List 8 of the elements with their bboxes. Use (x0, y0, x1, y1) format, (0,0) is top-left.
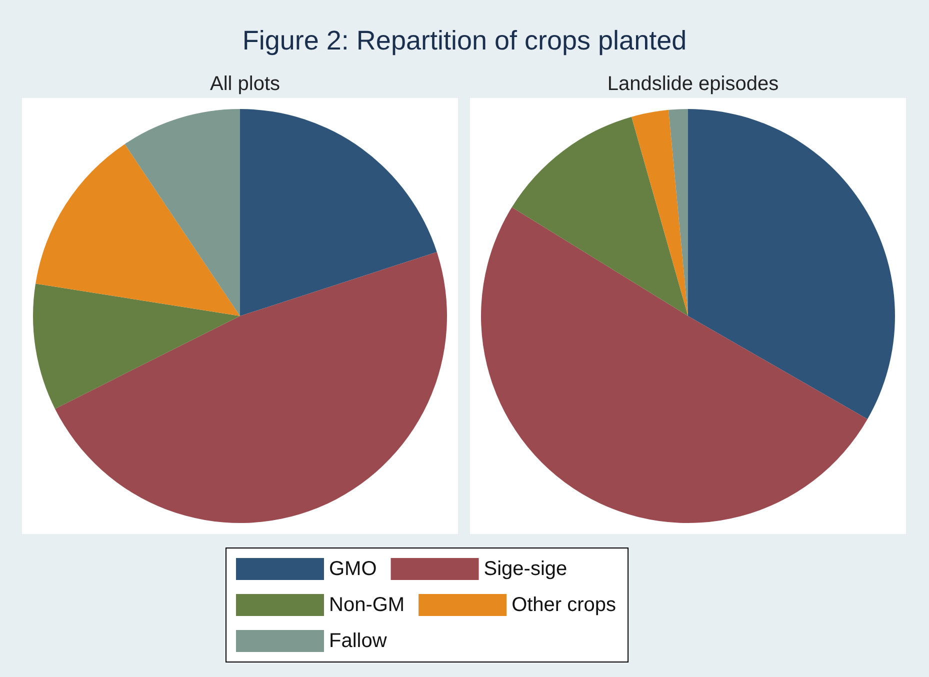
chart-subtitle: Landslide episodes (607, 73, 779, 95)
legend-label: Sige-sige (484, 558, 568, 580)
legend-label: Non-GM (329, 594, 405, 616)
legend-label: Fallow (329, 630, 388, 652)
chart-subtitle: All plots (210, 73, 280, 95)
legend-label: Other crops (512, 594, 616, 616)
legend-label: GMO (329, 558, 377, 580)
chart-title: Figure 2: Repartition of crops planted (242, 26, 687, 56)
